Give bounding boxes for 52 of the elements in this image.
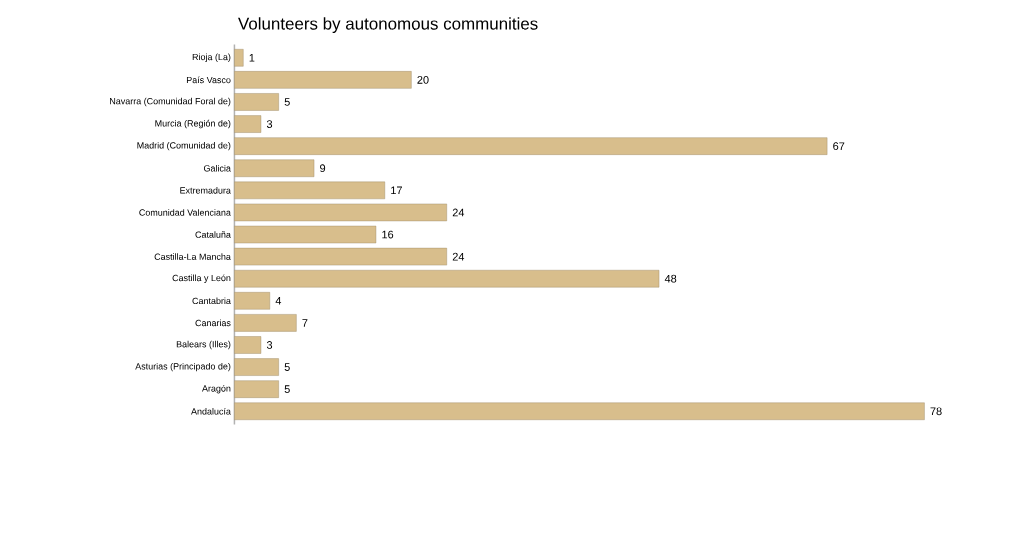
data-label: 4 bbox=[275, 297, 282, 305]
data-label: 3 bbox=[266, 341, 273, 349]
data-label: 3 bbox=[266, 120, 273, 128]
y-tick-label: Extremadura bbox=[180, 187, 231, 194]
y-tick-label: Cantabria bbox=[192, 297, 231, 305]
data-label: 9 bbox=[320, 164, 326, 173]
y-tick-label: Canarias bbox=[195, 319, 231, 327]
data-label: 67 bbox=[833, 142, 845, 151]
bar bbox=[234, 137, 828, 155]
bar bbox=[234, 225, 377, 244]
y-tick-label: Andalucía bbox=[191, 407, 231, 415]
data-label: 24 bbox=[452, 252, 465, 261]
bar bbox=[234, 247, 447, 266]
y-tick-label: Asturias (Principado de) bbox=[135, 362, 231, 372]
chart-title: Volunteers by autonomous communities bbox=[238, 17, 538, 34]
y-tick-label: Aragón bbox=[202, 384, 231, 394]
bar bbox=[234, 159, 315, 177]
data-label: 78 bbox=[930, 407, 942, 416]
data-label: 1 bbox=[249, 54, 255, 62]
y-tick-label: Cataluña bbox=[195, 231, 231, 238]
y-tick-label: Balears (Illes) bbox=[176, 340, 231, 350]
y-tick-label: Comunidad Valenciana bbox=[139, 209, 231, 216]
data-label: 16 bbox=[382, 230, 394, 239]
y-tick-label: Galicia bbox=[203, 164, 231, 172]
y-tick-label: Castilla-La Mancha bbox=[154, 253, 231, 260]
bar bbox=[234, 336, 262, 354]
bar bbox=[234, 115, 262, 133]
bar bbox=[234, 380, 279, 398]
y-tick-label: Navarra (Comunidad Foral de) bbox=[110, 97, 231, 107]
y-tick-label: Madrid (Comunidad de) bbox=[137, 141, 231, 151]
data-label: 5 bbox=[284, 385, 290, 393]
bar bbox=[234, 358, 279, 376]
y-tick-label: País Vasco bbox=[186, 76, 231, 84]
bar bbox=[234, 270, 660, 288]
y-tick-label: Rioja (La) bbox=[192, 53, 231, 62]
bar bbox=[234, 93, 279, 111]
data-label: 17 bbox=[391, 186, 402, 195]
bar bbox=[234, 203, 447, 222]
bar bbox=[234, 292, 271, 310]
data-label: 24 bbox=[452, 208, 465, 217]
y-tick-label: Murcia (Región de) bbox=[155, 119, 231, 129]
data-label: 7 bbox=[302, 319, 308, 327]
data-label: 5 bbox=[284, 98, 290, 106]
bar bbox=[234, 71, 412, 89]
y-tick-label: Castilla y León bbox=[172, 274, 231, 283]
data-label: 48 bbox=[664, 274, 677, 283]
bar bbox=[234, 49, 244, 67]
data-label: 20 bbox=[417, 76, 429, 84]
data-label: 5 bbox=[284, 363, 290, 371]
bar bbox=[234, 314, 297, 332]
bar bbox=[234, 402, 925, 420]
bar bbox=[234, 181, 386, 200]
